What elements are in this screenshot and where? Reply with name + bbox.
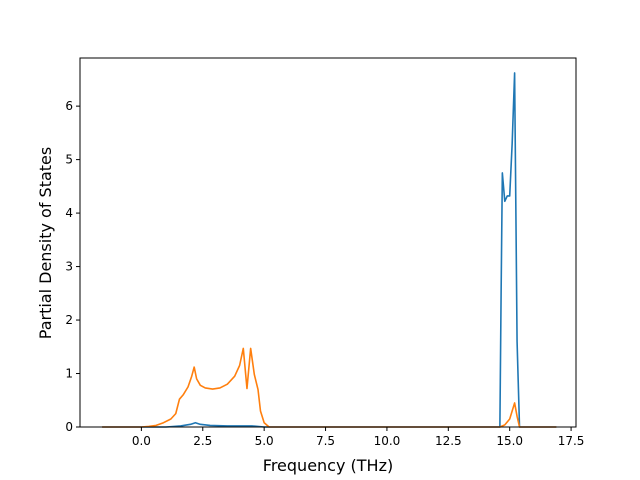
x-tick-label: 5.0: [255, 434, 274, 448]
x-axis-ticks: 0.0 2.5 5.0 7.5 10.0 12.5 15.0 17.5: [132, 427, 585, 448]
y-tick-label: 2: [65, 313, 73, 327]
x-tick-label: 12.5: [435, 434, 462, 448]
x-tick-label: 10.0: [374, 434, 401, 448]
y-tick-label: 1: [65, 367, 73, 381]
y-axis-label: Partial Density of States: [36, 147, 55, 339]
x-tick-label: 15.0: [496, 434, 523, 448]
y-tick-label: 5: [65, 153, 73, 167]
series-line-1: [102, 72, 557, 428]
y-axis-ticks: 0 1 2 3 4 5 6: [65, 99, 80, 434]
x-axis-label: Frequency (THz): [263, 456, 393, 475]
y-tick-label: 0: [65, 420, 73, 434]
plot-frame: [79, 57, 577, 428]
x-tick-label: 7.5: [316, 434, 335, 448]
y-tick-label: 4: [65, 206, 73, 220]
series-line-2: [102, 347, 557, 428]
plot-lines: [102, 72, 557, 428]
x-tick-label: 17.5: [558, 434, 585, 448]
x-tick-label: 2.5: [193, 434, 212, 448]
x-tick-label: 0.0: [132, 434, 151, 448]
y-tick-label: 6: [65, 99, 73, 113]
y-tick-label: 3: [65, 260, 73, 274]
